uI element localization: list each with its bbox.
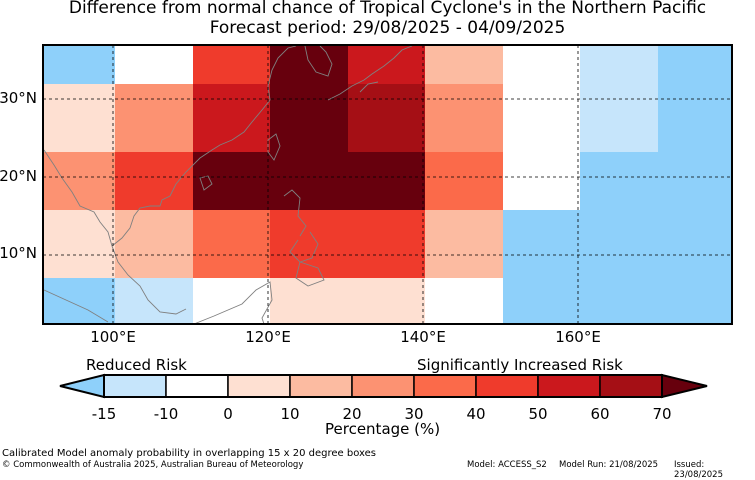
- grid-cell: [193, 278, 270, 324]
- grid-cell: [348, 278, 425, 324]
- lat-label-10n: 10°N: [0, 244, 37, 262]
- method-note: Calibrated Model anomaly probability in …: [2, 448, 377, 459]
- issued-date: Issued: 23/08/2025: [674, 460, 723, 480]
- grid-cell: [43, 84, 115, 152]
- colorbar-segment: [599, 374, 663, 398]
- grid-cell: [348, 210, 425, 278]
- grid-cell: [503, 278, 580, 324]
- lon-label-100e: 100°E: [90, 328, 136, 346]
- grid-cell: [348, 152, 425, 210]
- colorbar-segment: [103, 374, 167, 398]
- grid-cell: [658, 84, 732, 152]
- grid-cell: [115, 152, 193, 210]
- lon-label-140e: 140°E: [400, 328, 446, 346]
- grid-cell: [580, 84, 658, 152]
- grid-cell: [503, 84, 580, 152]
- colorbar-segment: [227, 374, 291, 398]
- coastline-mindanao: [295, 261, 325, 287]
- grid-cell: [658, 45, 732, 84]
- map-frame: [42, 44, 733, 325]
- grid-cell: [658, 210, 732, 278]
- grid-cell: [193, 210, 270, 278]
- coastline-japan: [327, 45, 413, 101]
- colorbar-segment: [413, 374, 477, 398]
- lon-label-160e: 160°E: [555, 328, 601, 346]
- coastline-korea: [304, 45, 333, 77]
- grid-cell: [425, 278, 503, 324]
- grid-cell: [658, 278, 732, 324]
- colorbar-frame: [103, 374, 663, 398]
- colorbar-segment: [351, 374, 415, 398]
- forecast-period: Forecast period: 29/08/2025 - 04/09/2025: [209, 18, 566, 38]
- grid-cell: [115, 210, 193, 278]
- coastline-luzon: [283, 189, 319, 263]
- grid-cell: [425, 210, 503, 278]
- grid-cell: [270, 45, 348, 84]
- chart-title: Difference from normal chance of Tropica…: [68, 0, 707, 18]
- colorbar-segment: [537, 374, 601, 398]
- grid-cell: [425, 84, 503, 152]
- gridlines: [43, 45, 732, 324]
- grid-cell: [115, 45, 193, 84]
- lat-label-20n: 20°N: [0, 167, 37, 185]
- grid-cell: [270, 210, 348, 278]
- grid-cell: [658, 152, 732, 210]
- colorbar-tick-label: 20: [342, 405, 362, 423]
- grid-cell: [580, 152, 658, 210]
- colorbar-tick-label: -10: [153, 405, 179, 423]
- reduced-risk-label: Reduced Risk: [86, 356, 187, 374]
- grid-cell: [503, 210, 580, 278]
- colorbar-under-arrow: [59, 373, 105, 399]
- grid-cell: [503, 152, 580, 210]
- colorbar-tick-label: 30: [404, 405, 424, 423]
- colorbar-segment: [165, 374, 229, 398]
- map-figure: [42, 44, 733, 399]
- grid-cell: [503, 45, 580, 84]
- grid-cell: [193, 84, 270, 152]
- grid-cell: [270, 278, 348, 324]
- grid-cell: [43, 45, 115, 84]
- grid-cell: [425, 152, 503, 210]
- grid-cell: [580, 210, 658, 278]
- grid-cell: [115, 84, 193, 152]
- increased-risk-label: Significantly Increased Risk: [417, 356, 623, 374]
- colorbar-tick-label: 60: [590, 405, 610, 423]
- colorbar-segment: [475, 374, 539, 398]
- colorbar-tick-label: 0: [223, 405, 233, 423]
- lat-label-30n: 30°N: [0, 89, 37, 107]
- grid-cell: [193, 152, 270, 210]
- coastline-asia: [43, 45, 297, 315]
- grid-cell: [43, 152, 115, 210]
- colorbar-tick-label: -15: [91, 405, 117, 423]
- colorbar-axis-label: Percentage (%): [325, 420, 441, 438]
- coastline-borneo: [193, 281, 273, 325]
- grid-cell: [425, 45, 503, 84]
- colorbar-tick-label: 50: [528, 405, 548, 423]
- copyright-note: © Commonwealth of Australia 2025, Austra…: [2, 460, 304, 470]
- colorbar-tick-label: 40: [466, 405, 486, 423]
- grid-cell: [580, 45, 658, 84]
- grid-cell: [43, 210, 115, 278]
- coastline-sumatra: [43, 289, 109, 323]
- grid-cell: [270, 152, 348, 210]
- coastlines: [43, 45, 413, 325]
- model-run-date: Model Run: 21/08/2025: [559, 460, 659, 470]
- model-name: Model: ACCESS_S2: [467, 460, 547, 470]
- grid-cell: [270, 84, 348, 152]
- probability-grid: [43, 45, 732, 324]
- grid-cell: [115, 278, 193, 324]
- grid-cell: [43, 278, 115, 324]
- colorbar-over-arrow: [661, 373, 708, 399]
- grid-cell: [348, 84, 425, 152]
- grid-cell: [580, 278, 658, 324]
- lon-label-120e: 120°E: [245, 328, 291, 346]
- colorbar-tick-label: 70: [652, 405, 672, 423]
- colorbar: [59, 373, 708, 399]
- grid-cell: [193, 45, 270, 84]
- colorbar-tick-label: 10: [280, 405, 300, 423]
- colorbar-segment: [289, 374, 353, 398]
